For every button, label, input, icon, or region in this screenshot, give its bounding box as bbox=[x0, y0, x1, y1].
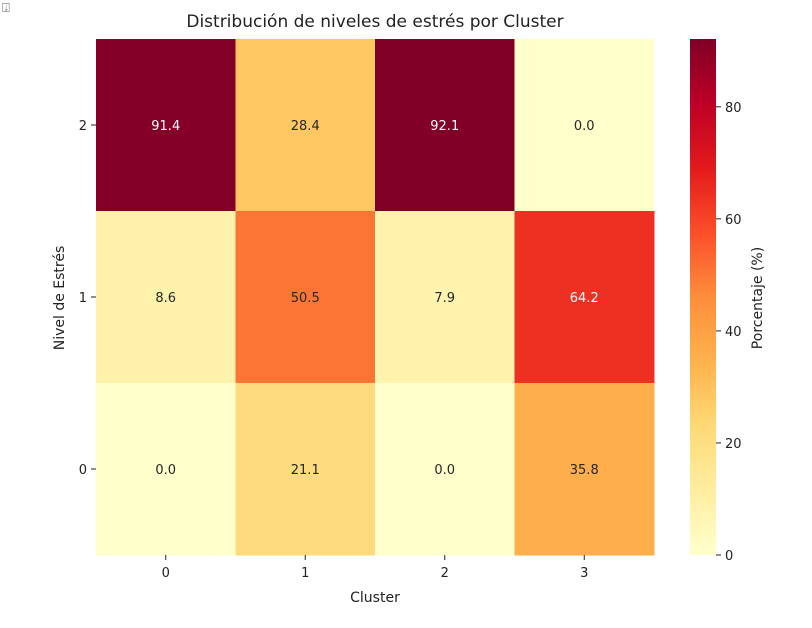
y-tick-label: 0 bbox=[79, 463, 87, 478]
cell-value-label: 92.1 bbox=[430, 119, 459, 134]
y-tick-label: 1 bbox=[79, 291, 87, 306]
heatmap-cell bbox=[235, 383, 376, 556]
heatmap-cell bbox=[514, 383, 655, 556]
colorbar: 0 20 40 60 80 Porcentaje (%) bbox=[690, 39, 766, 564]
cell-value-label: 0.0 bbox=[574, 119, 595, 134]
x-tick-label: 0 bbox=[162, 566, 170, 581]
y-tick-label: 2 bbox=[79, 119, 87, 134]
x-axis-ticks: 0 1 2 3 bbox=[162, 555, 588, 581]
heatmap-cell bbox=[96, 383, 236, 556]
cell-value-label: 35.8 bbox=[570, 463, 599, 478]
colorbar-tick-label: 60 bbox=[725, 213, 742, 228]
x-tick-label: 3 bbox=[580, 566, 588, 581]
x-tick-label: 2 bbox=[441, 566, 449, 581]
expand-output-icon[interactable]: ⍗ bbox=[2, 1, 10, 16]
colorbar-ticks: 0 20 40 60 80 bbox=[716, 101, 742, 564]
heatmap-cells: 91.4 28.4 92.1 0.0 8.6 50.5 7.9 64.2 0.0 21.1 0.0 3… bbox=[96, 39, 655, 556]
heatmap-cell bbox=[235, 211, 376, 384]
y-axis-label: Nivel de Estrés bbox=[52, 246, 68, 351]
colorbar-tick-label: 0 bbox=[725, 549, 733, 564]
y-axis-ticks: 2 1 0 bbox=[79, 119, 96, 478]
cell-value-label: 91.4 bbox=[151, 119, 180, 134]
heatmap-cell bbox=[96, 211, 236, 384]
cell-value-label: 8.6 bbox=[155, 291, 176, 306]
chart-title: Distribución de niveles de estrés por Cl… bbox=[186, 12, 563, 32]
colorbar-tick-label: 40 bbox=[725, 325, 742, 340]
colorbar-tick-label: 20 bbox=[725, 437, 742, 452]
heatmap-cell bbox=[514, 211, 655, 384]
cell-value-label: 64.2 bbox=[570, 291, 599, 306]
cell-value-label: 28.4 bbox=[291, 119, 320, 134]
colorbar-gradient bbox=[690, 39, 716, 555]
cell-value-label: 21.1 bbox=[291, 463, 320, 478]
heatmap-cell bbox=[235, 39, 376, 212]
x-axis-label: Cluster bbox=[350, 590, 400, 606]
cell-value-label: 7.9 bbox=[434, 291, 455, 306]
cell-value-label: 0.0 bbox=[155, 463, 176, 478]
heatmap-cell bbox=[514, 39, 655, 212]
colorbar-tick-label: 80 bbox=[725, 101, 742, 116]
cell-value-label: 50.5 bbox=[291, 291, 320, 306]
cell-value-label: 0.0 bbox=[434, 463, 455, 478]
heatmap-cell bbox=[96, 39, 236, 212]
heatmap-cell bbox=[375, 211, 515, 384]
x-tick-label: 1 bbox=[301, 566, 309, 581]
heatmap-cell bbox=[375, 383, 515, 556]
colorbar-label: Porcentaje (%) bbox=[750, 247, 766, 349]
heatmap-cell bbox=[375, 39, 515, 212]
